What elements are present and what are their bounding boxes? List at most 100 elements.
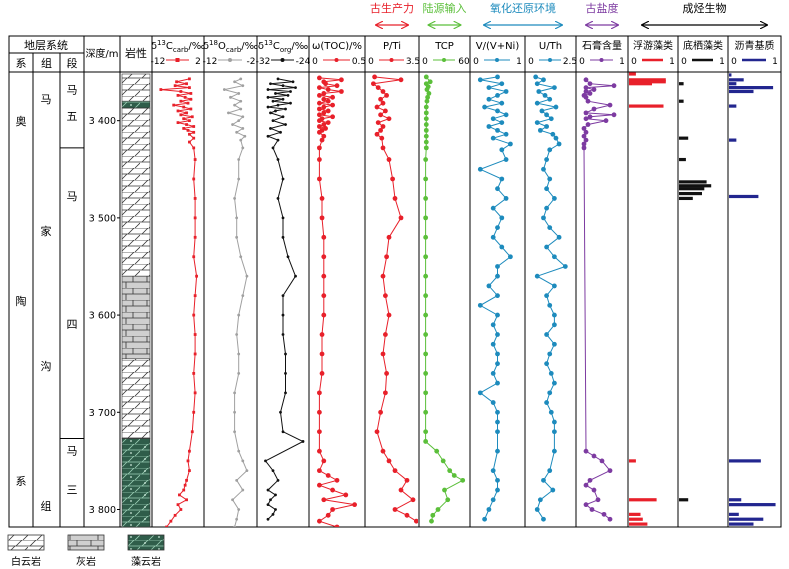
point-d13c_carb: [193, 333, 197, 336]
legend-swatch-algal: [127, 534, 165, 551]
point-d13c_org: [269, 498, 272, 502]
point-v_vni: [495, 186, 500, 192]
point-u_th: [544, 400, 549, 405]
group-header-label: 成烃生物: [683, 1, 727, 15]
point-d13c_carb: [176, 121, 180, 125]
bar-bitumen: [729, 138, 737, 142]
title-part: 13: [157, 39, 166, 47]
point-p_ti: [375, 120, 381, 126]
column-title: 浮游藻类: [633, 39, 673, 52]
point-tcp: [423, 312, 429, 318]
point-gypsum: [611, 83, 617, 89]
series-gypsum: [581, 77, 617, 522]
point-toc: [319, 332, 325, 337]
legend-marker: [389, 58, 394, 62]
point-v_vni: [495, 419, 500, 425]
point-d18o_carb: [239, 77, 243, 81]
point-d13c_carb: [192, 146, 196, 150]
member-char: 马: [67, 444, 78, 457]
lithology-algal: [121, 438, 151, 528]
point-d13c_carb: [176, 93, 180, 97]
point-v_vni: [495, 361, 500, 367]
point-toc: [317, 92, 322, 98]
point-v_vni: [508, 254, 513, 260]
group-header-label: 古盐度: [586, 1, 619, 15]
point-d18o_carb: [229, 95, 232, 99]
point-d13c_carb: [193, 391, 197, 395]
point-p_ti: [386, 234, 392, 240]
point-v_vni: [486, 96, 492, 102]
point-gypsum: [583, 502, 589, 508]
point-p_ti: [404, 477, 410, 483]
point-p_ti: [380, 273, 386, 279]
point-tcp: [423, 133, 429, 139]
point-d13c_carb: [188, 140, 191, 144]
point-d13c_carb: [188, 449, 191, 453]
tick-label-min: 0: [368, 57, 374, 67]
point-gypsum: [591, 487, 597, 493]
point-u_th: [534, 273, 540, 279]
point-v_vni: [490, 116, 496, 122]
lithology-algal: [121, 100, 151, 109]
point-gypsum: [583, 85, 589, 91]
bar-planktonic: [629, 512, 641, 516]
point-d13c_carb: [192, 410, 196, 414]
point-tcp: [423, 157, 429, 162]
point-d18o_carb: [237, 158, 241, 161]
point-u_th: [534, 120, 540, 126]
point-toc: [323, 81, 328, 87]
point-gypsum: [599, 458, 605, 464]
point-toc: [317, 129, 322, 135]
point-d13c_org: [281, 430, 285, 434]
member-char: 马: [67, 190, 78, 203]
tick-label-max: -2: [247, 57, 256, 67]
point-gypsum: [595, 497, 601, 503]
point-toc: [325, 87, 331, 92]
point-v_vni: [490, 468, 496, 474]
point-d13c_carb: [179, 99, 183, 103]
point-p_ti: [384, 371, 389, 376]
point-tcp: [423, 104, 429, 110]
point-u_th: [544, 124, 549, 129]
point-p_ti: [383, 390, 388, 396]
point-u_th: [544, 244, 549, 250]
point-gypsum: [581, 141, 587, 147]
point-v_vni: [499, 176, 505, 182]
point-toc: [321, 110, 327, 116]
point-toc: [330, 94, 335, 100]
column-planktonic: 浮游藻类 0 1: [629, 39, 675, 526]
point-d13c_org: [266, 95, 270, 99]
point-tcp: [423, 351, 429, 357]
point-v_vni: [503, 89, 509, 94]
point-v_vni: [482, 516, 487, 522]
point-d13c_org: [276, 197, 280, 200]
depth-tick-label: 3 700: [89, 408, 116, 419]
point-d18o_carb: [239, 255, 243, 259]
point-toc: [321, 122, 327, 127]
line-d13c_org: [264, 78, 305, 520]
tick-label-min: 0: [631, 57, 637, 67]
point-toc: [352, 502, 357, 508]
series-toc: [317, 75, 357, 527]
point-tcp: [423, 139, 429, 145]
point-d18o_carb: [241, 459, 245, 463]
point-d13c_carb: [179, 113, 183, 117]
point-u_th: [553, 104, 559, 110]
member-char: 马: [67, 83, 78, 96]
point-p_ti: [378, 112, 383, 118]
point-d13c_carb: [182, 127, 186, 130]
system-char: 系: [16, 475, 27, 488]
point-toc: [319, 371, 325, 376]
tick-label-max: 3.5: [406, 57, 420, 67]
point-v_vni: [495, 448, 500, 454]
point-p_ti: [386, 157, 392, 162]
outer-border: [8, 35, 782, 528]
point-d13c_carb: [189, 107, 193, 111]
legend-swatch-dolomite: [7, 534, 45, 551]
system-char: 奥: [16, 114, 27, 128]
strat-label: 组: [41, 56, 52, 70]
point-d18o_carb: [233, 197, 237, 200]
column-d18o_carb: δ18Ocarb/‰ -12 -2: [203, 39, 258, 527]
column-title: 石膏含量: [582, 39, 622, 52]
